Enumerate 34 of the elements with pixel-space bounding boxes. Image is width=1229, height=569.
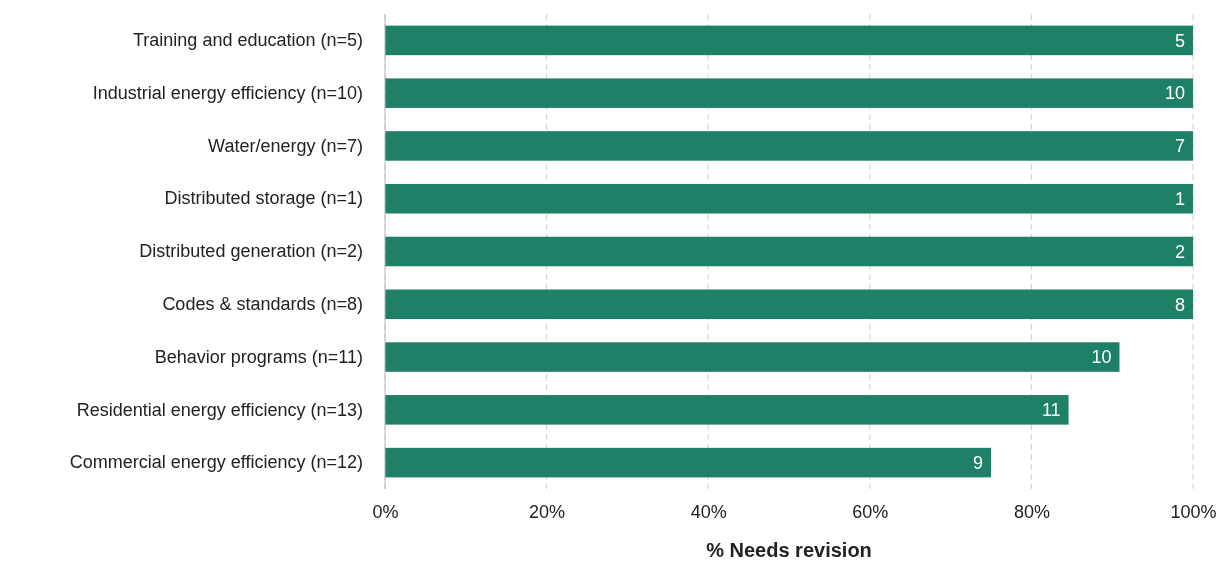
annotation: 7 bbox=[1174, 136, 1185, 157]
bar bbox=[385, 395, 1069, 425]
bar bbox=[385, 342, 1120, 372]
annotation: 1 bbox=[1174, 189, 1185, 210]
x-tick-label: 80% bbox=[1013, 501, 1050, 522]
annotation: 2 bbox=[1174, 241, 1185, 262]
bar bbox=[385, 289, 1193, 320]
x-tick-label: 40% bbox=[690, 501, 727, 522]
bar bbox=[385, 183, 1193, 214]
bar bbox=[385, 78, 1193, 108]
bar bbox=[385, 25, 1193, 56]
annotation: 5 bbox=[1174, 30, 1185, 51]
bar bbox=[385, 131, 1193, 161]
y-tick-label: Water/energy (n=7) bbox=[208, 135, 363, 156]
annotation: 11 bbox=[1041, 400, 1061, 421]
y-tick-label: Distributed storage (n=1) bbox=[164, 188, 363, 209]
x-tick-label: 20% bbox=[529, 501, 566, 522]
annotation: 10 bbox=[1164, 83, 1185, 104]
annotation: 9 bbox=[972, 452, 983, 473]
bar bbox=[385, 236, 1193, 267]
x-tick-label: 0% bbox=[372, 501, 399, 522]
annotation: 8 bbox=[1174, 294, 1185, 315]
x-axis-title: % Needs revision bbox=[706, 539, 872, 561]
annotation: 10 bbox=[1091, 347, 1112, 368]
x-tick-label: 100% bbox=[1170, 501, 1217, 522]
y-tick-label: Industrial energy efficiency (n=10) bbox=[92, 82, 363, 103]
y-tick-label: Behavior programs (n=11) bbox=[154, 346, 363, 367]
y-tick-label: Training and education (n=5) bbox=[133, 30, 363, 51]
y-tick-label: Residential energy efficiency (n=13) bbox=[76, 399, 363, 420]
y-tick-label: Commercial energy efficiency (n=12) bbox=[69, 452, 363, 473]
y-tick-label: Codes & standards (n=8) bbox=[162, 294, 363, 315]
x-tick-label: 60% bbox=[852, 501, 889, 522]
y-tick-label: Distributed generation (n=2) bbox=[139, 241, 363, 262]
bar bbox=[385, 447, 991, 478]
